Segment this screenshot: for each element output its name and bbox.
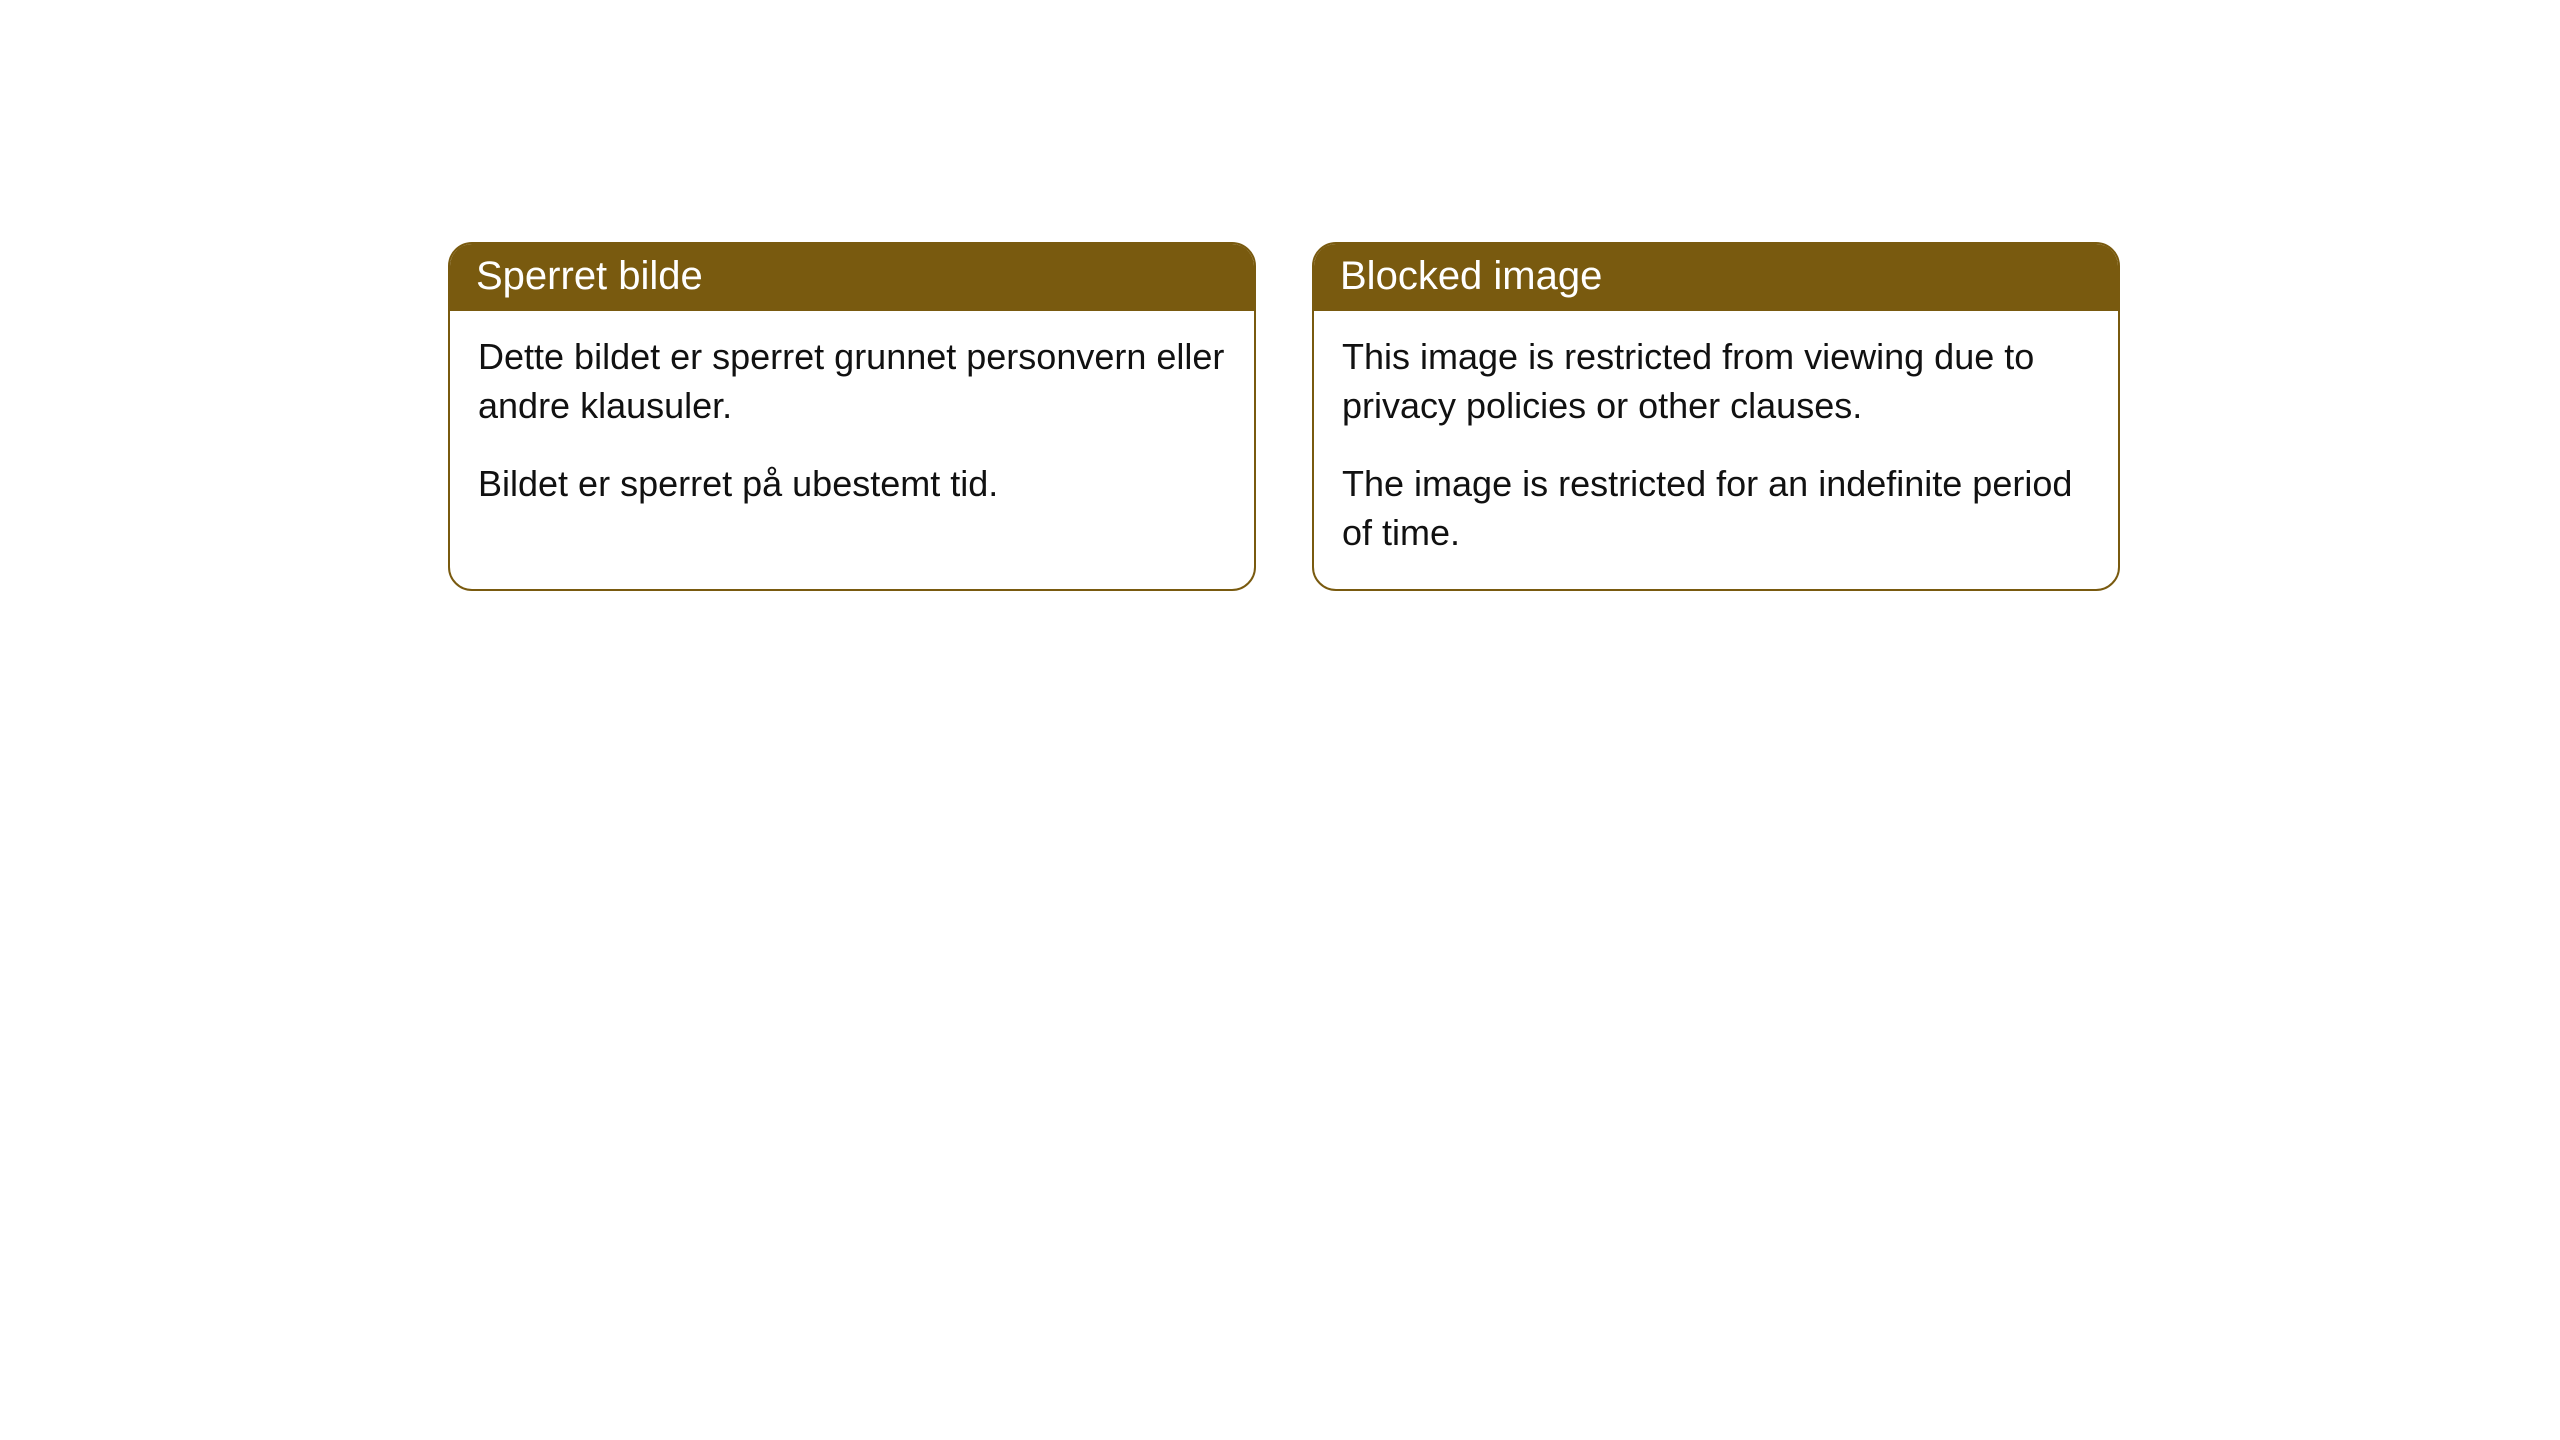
notice-text-secondary: The image is restricted for an indefinit… — [1342, 460, 2090, 557]
card-header: Blocked image — [1314, 244, 2118, 311]
notice-card-english: Blocked image This image is restricted f… — [1312, 242, 2120, 591]
card-header: Sperret bilde — [450, 244, 1254, 311]
card-body: This image is restricted from viewing du… — [1314, 311, 2118, 589]
notice-text-primary: Dette bildet er sperret grunnet personve… — [478, 333, 1226, 430]
card-body: Dette bildet er sperret grunnet personve… — [450, 311, 1254, 541]
notice-text-primary: This image is restricted from viewing du… — [1342, 333, 2090, 430]
notice-card-norwegian: Sperret bilde Dette bildet er sperret gr… — [448, 242, 1256, 591]
notice-container: Sperret bilde Dette bildet er sperret gr… — [0, 0, 2560, 591]
notice-text-secondary: Bildet er sperret på ubestemt tid. — [478, 460, 1226, 509]
